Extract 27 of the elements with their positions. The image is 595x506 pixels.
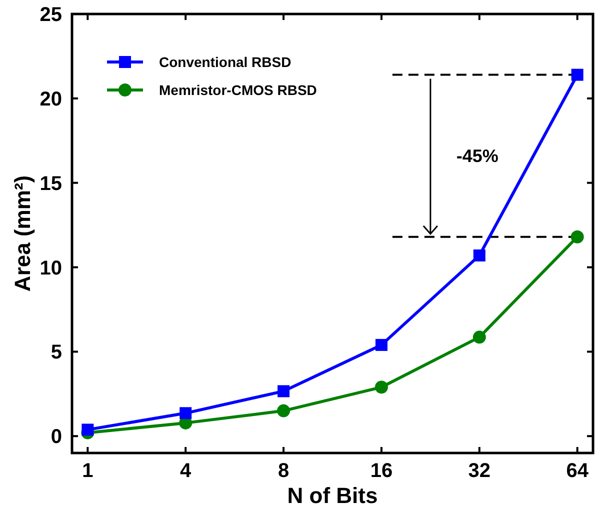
x-tick-label: 64 xyxy=(566,460,590,482)
point xyxy=(472,330,486,344)
x-tick-label: 4 xyxy=(180,460,192,482)
x-axis-title: N of Bits xyxy=(287,483,378,506)
annotation: -45% xyxy=(456,146,498,166)
x-tick-label: 8 xyxy=(278,460,290,482)
x-tick-label: 16 xyxy=(370,460,393,482)
point xyxy=(374,380,388,394)
y-tick-label: 20 xyxy=(40,88,62,110)
y-tick-label: 10 xyxy=(40,257,62,280)
x-tick-label: 1 xyxy=(82,460,94,482)
point xyxy=(278,385,290,398)
x-tick-label: 32 xyxy=(468,460,491,482)
y-tick-label: 25 xyxy=(40,4,62,26)
point xyxy=(180,407,192,420)
y-tick-label: 0 xyxy=(50,426,62,448)
y-axis-title: Area (mm²) xyxy=(10,175,35,292)
y-tick-label: 15 xyxy=(40,172,62,195)
point xyxy=(277,404,290,418)
point xyxy=(82,424,94,436)
legend-label: Memristor-CMOS RBSD xyxy=(159,82,317,98)
point xyxy=(375,338,388,351)
point xyxy=(571,68,584,81)
legend-label: Conventional RBSD xyxy=(159,54,292,70)
point xyxy=(473,249,486,262)
y-tick-label: 5 xyxy=(50,342,62,364)
point xyxy=(570,230,584,244)
